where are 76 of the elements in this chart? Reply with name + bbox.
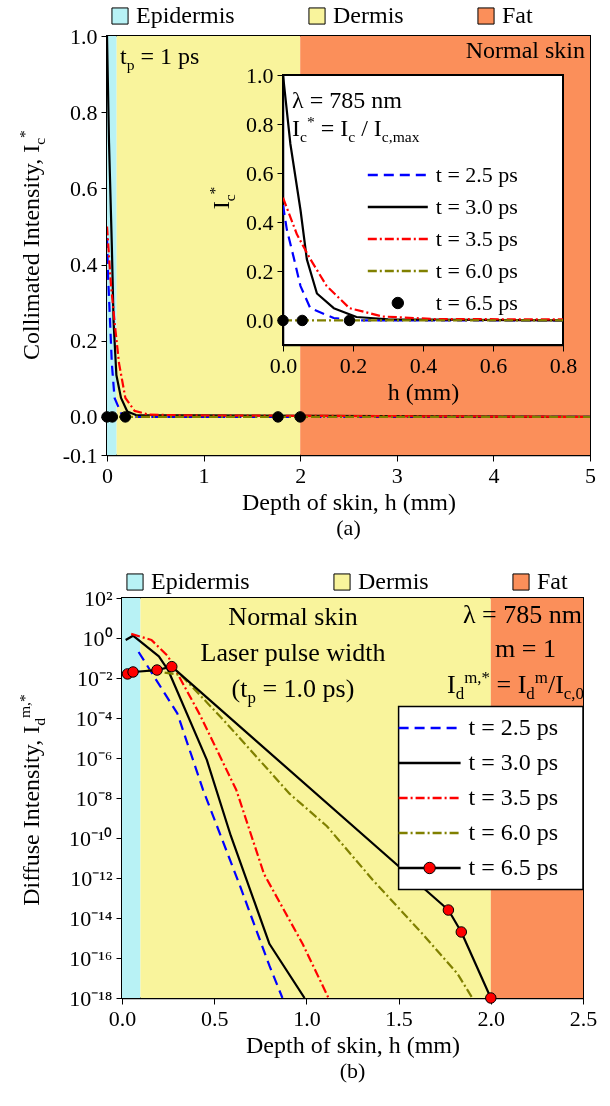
y-tick-label: 10⁻¹⁴ [69,905,113,931]
y-tick-label: 0.6 [246,160,274,186]
legend-label: t = 6.0 ps [435,258,518,283]
y-tick-label: 0.0 [246,307,274,333]
legend-label: t = 6.5 ps [435,290,518,315]
y-tick-label: -0.1 [62,442,98,468]
y-tick-label: 0.6 [70,175,98,201]
y-tick-label: 0.8 [246,111,274,137]
x-tick-label: 4 [488,462,500,488]
point [151,664,163,676]
annotation: (t$_{p}$ = 1.0 ps) [231,674,355,708]
annotation: t$_{p}$ = 1 ps [120,43,200,73]
legend-label: Epidermis [136,2,235,28]
annotation: Normal skin [228,602,358,631]
y-tick-label: 10⁻¹⁶ [69,945,113,971]
y-tick-label: 10⁻⁶ [75,745,113,771]
x-tick-label: 0 [102,462,113,488]
y-tick-label: 0.4 [246,209,274,235]
y-tick-label: 0.0 [70,404,98,430]
x-tick-label: 2 [295,462,307,488]
annotation: I$_{d}$$^{m,*}$ = I$_{d}$$^{m}$/I$_{c,0}$ [447,668,584,703]
x-tick-label: 0.4 [409,352,438,378]
y-tick-label: 10⁻² [76,665,113,691]
point [127,666,139,678]
point [166,660,178,673]
legend-label: t = 3.0 ps [435,194,518,219]
annotation: m = 1 [495,634,556,663]
x-tick-label: 0.2 [339,352,368,378]
legend-label: t = 6.5 ps [468,854,559,880]
legend-label: t = 3.0 ps [468,749,559,775]
y-tick-label: 10⁰ [82,625,113,651]
band-label: Dermis [333,2,404,28]
x-tick-label: 2.5 [569,1005,598,1031]
x-axis-title: Depth of skin, h (mm) [242,488,456,515]
annotation: Laser pulse width [200,638,386,667]
y-tick-label: 10² [83,585,113,611]
x-tick-label: 0.0 [269,352,298,378]
legend-label: t = 3.5 ps [468,784,559,810]
y-tick-label: 10⁻¹² [70,865,113,891]
annotation: Normal skin [465,37,585,63]
annotation: I$_{c}$$^{*}$ = I$_{c}$ / I$_{c,max}$ [292,113,420,145]
x-tick-label: 5 [585,462,596,488]
text: (b) [339,1058,366,1083]
point [455,926,468,938]
x-axis-title: Depth of skin, h (mm) [246,1031,460,1058]
legend-label: t = 2.5 ps [435,162,518,187]
y-tick-label: 0.2 [70,328,98,354]
band-label: Fat [537,568,568,594]
x-tick-label: 1.0 [293,1005,321,1031]
legend-label: t = 6.0 ps [468,819,559,845]
x-tick-label: 0.5 [200,1005,229,1031]
x-tick-label: 1 [198,462,210,488]
legend-label: Fat [502,2,533,28]
x-axis-title: h (mm) [387,378,460,405]
y-tick-label: 0.2 [246,258,274,284]
annotation: λ = 785 nm [463,600,582,629]
text: (a) [336,515,361,540]
x-tick-label: 0.8 [549,352,578,378]
point [442,904,455,916]
x-tick-label: 0.6 [479,352,508,378]
annotation: λ = 785 nm [292,87,402,113]
x-tick-label: 3 [391,462,403,488]
legend-label: t = 3.5 ps [435,226,518,251]
legend-label: t = 2.5 ps [468,714,559,740]
y-tick-label: 1.0 [246,62,274,88]
band-label: Dermis [358,568,429,594]
y-tick-label: 10⁻⁴ [75,705,113,731]
y-tick-label: 10⁻¹⁰ [68,825,113,851]
x-tick-label: 2.0 [477,1005,506,1031]
point [485,992,497,1004]
x-tick-label: 1.5 [385,1005,413,1031]
y-tick-label: 0.8 [70,99,98,125]
y-tick-label: 1.0 [70,23,98,49]
y-tick-label: 10⁻⁸ [75,785,113,811]
y-tick-label: 0.4 [70,252,98,278]
band-label: Epidermis [151,568,250,594]
